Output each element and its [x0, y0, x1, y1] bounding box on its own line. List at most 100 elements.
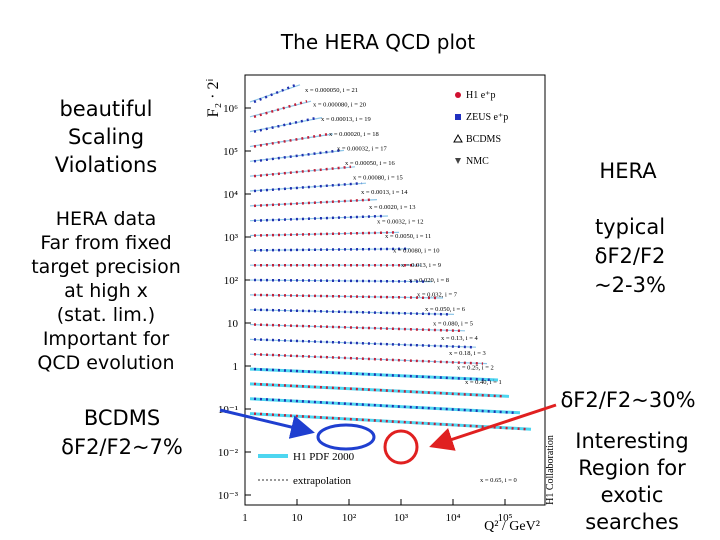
note-line: exotic [601, 483, 664, 507]
y-tick-label: 10³ [224, 232, 239, 244]
legend-marker [455, 92, 461, 98]
points-decor [253, 397, 517, 415]
points-decor [253, 338, 473, 349]
y-axis-label: F₂ · 2ⁱ [205, 79, 222, 118]
figure: F₂ · 2ⁱ Q² / GeV² H1 Collaboration 10⁶ 10⁵ 10… [205, 79, 556, 534]
fit-curve [249, 84, 301, 103]
fit-curve [249, 279, 433, 283]
points-decor [253, 165, 352, 178]
note-line: typical [595, 215, 665, 239]
series-label: x = 0.000080, i = 20 [313, 102, 366, 109]
fit-curve [249, 133, 334, 148]
highlight-ellipse [316, 423, 376, 451]
points-decor [253, 352, 484, 365]
x-tick-label: 10⁴ [446, 512, 461, 524]
series-label: x = 0.00050, i = 16 [345, 160, 396, 167]
y-tick-label: 10⁻³ [218, 490, 239, 502]
legend-label: H1 PDF 2000 [293, 451, 355, 463]
points-decor [253, 293, 440, 300]
series-label: x = 0.65, i = 0 [480, 477, 517, 484]
legend-label: NMC [466, 156, 489, 167]
fit-curve [249, 117, 323, 133]
legend-marker [455, 158, 461, 164]
legend-marker [453, 133, 463, 143]
x-tick-label: 10³ [394, 512, 409, 524]
points-decor [253, 323, 462, 333]
legend-label: BCDMS [466, 134, 501, 145]
series-label: x = 0.013, i = 9 [401, 262, 441, 269]
series-label: x = 0.00032, i = 17 [337, 145, 388, 152]
legend-marker [455, 114, 461, 120]
points-decor [253, 247, 407, 252]
series-label: x = 0.0050, i = 11 [385, 233, 431, 240]
note-line: QCD evolution [37, 352, 174, 374]
fit-curve [249, 199, 378, 207]
series-label: x = 0.00013, i = 19 [321, 116, 371, 123]
series-label: x = 0.0013, i = 14 [361, 189, 408, 196]
points-decor [253, 367, 495, 382]
fit-curve [249, 248, 411, 251]
series-label: x = 0.40, i = 1 [465, 379, 502, 386]
note-line: BCDMS [84, 406, 160, 430]
note-line: at high x [64, 280, 148, 302]
points-decor [253, 116, 319, 133]
points-decor [253, 83, 297, 104]
plot-frame [244, 74, 546, 506]
y-tick-label: 10⁴ [223, 189, 238, 201]
points-decor [253, 132, 330, 148]
x-tick-label: 10 [292, 512, 304, 524]
note-line: Interesting [575, 429, 688, 453]
legend-label: ZEUS e⁺p [466, 112, 508, 123]
note-line: δF2/F2 [595, 244, 666, 268]
series-label: x = 0.13, i = 4 [441, 335, 479, 342]
points-decor [253, 214, 385, 222]
series-label: x = 0.0020, i = 13 [369, 204, 416, 211]
note-line: HERA data [56, 208, 157, 230]
series-label: x = 0.000050, i = 21 [305, 87, 358, 94]
arrow [429, 403, 557, 451]
x-tick-label: 1 [242, 512, 248, 524]
series-label: x = 0.25, i = 2 [457, 364, 494, 371]
x-tick-label: 10² [342, 512, 357, 524]
note-line: HERA [599, 159, 657, 183]
points-decor [253, 181, 363, 193]
y-tick-label: 10 [227, 318, 239, 330]
note-line: Important for [43, 328, 170, 350]
legend-label: extrapolation [293, 475, 352, 487]
series-label: x = 0.080, i = 5 [433, 321, 473, 328]
note-line: δF2/F2~7% [61, 435, 183, 459]
fit-curve [249, 397, 521, 415]
series-label: x = 0.00020, i = 18 [329, 131, 379, 138]
y-tick-label: 10⁶ [223, 103, 238, 115]
note-line: δF2/F2~30% [560, 388, 695, 412]
note-line: (stat. lim.) [57, 304, 155, 326]
y-tick-label: 10² [224, 275, 239, 287]
x-axis-label: Q² / GeV² [484, 519, 540, 534]
series-label: x = 0.0080, i = 10 [393, 248, 440, 255]
y-tick-label: 10⁻² [218, 447, 239, 459]
series-label: x = 0.0032, i = 12 [377, 218, 424, 225]
note-line: beautiful [59, 97, 152, 121]
highlight-circle [383, 429, 419, 465]
note-line: Region for [578, 456, 686, 480]
note-line: Scaling [68, 125, 144, 149]
slide-title: The HERA QCD plot [280, 30, 475, 54]
y-tick-label: 1 [233, 361, 239, 373]
series-label: x = 0.00080, i = 15 [353, 175, 403, 182]
credit: H1 Collaboration [545, 435, 556, 505]
note-line: Far from fixed [40, 232, 171, 254]
legend-label: H1 e⁺p [466, 90, 495, 101]
points-decor [253, 149, 341, 163]
series-label: x = 0.18, i = 3 [449, 350, 486, 357]
points-decor [253, 278, 429, 283]
x-tick-label: 10⁵ [498, 512, 513, 524]
note-line: ~2-3% [594, 273, 666, 297]
fit-curve [249, 382, 510, 398]
arrow [219, 408, 315, 439]
series-label: x = 0.050, i = 6 [425, 306, 466, 313]
figure-panel [214, 62, 556, 540]
note-line: Violations [55, 153, 157, 177]
points-decor [253, 198, 374, 208]
